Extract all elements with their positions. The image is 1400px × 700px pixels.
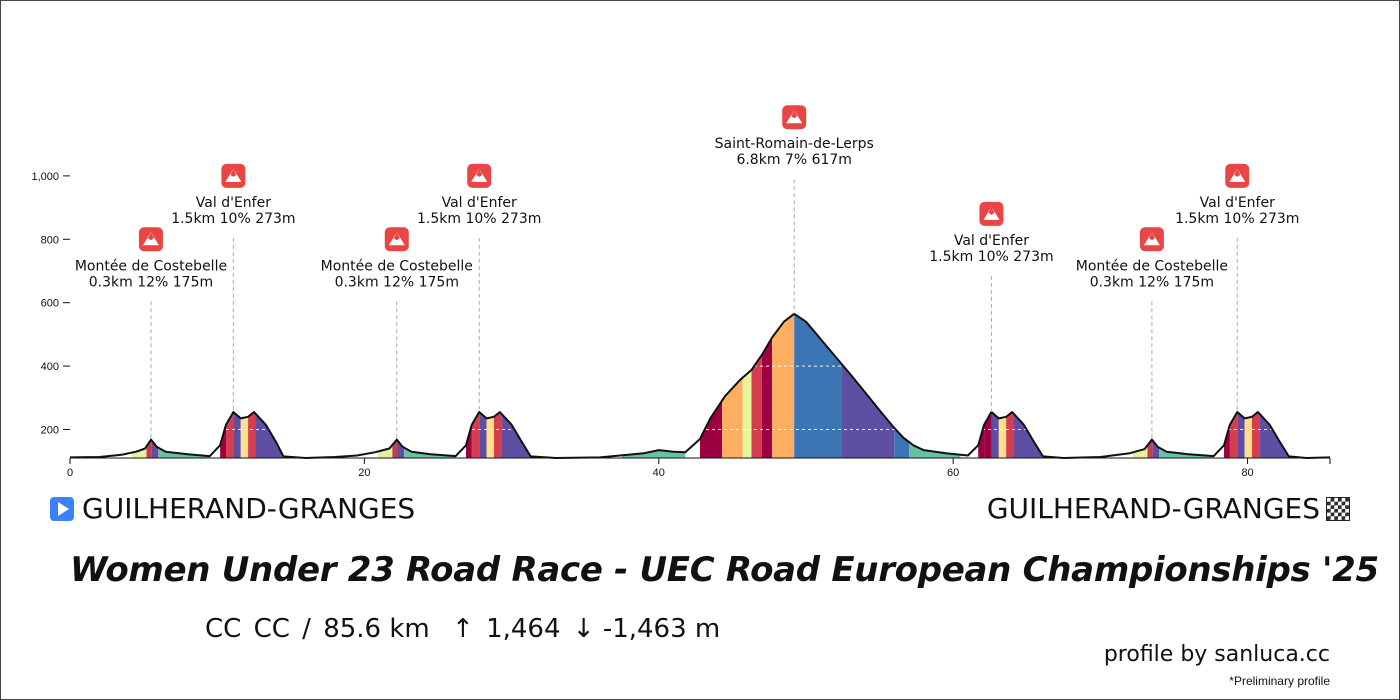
gradient-segment bbox=[621, 313, 686, 458]
y-tick-label: 800 bbox=[41, 234, 59, 246]
finish-place-name: GUILHERAND-GRANGES bbox=[986, 492, 1320, 525]
mountain-icon-snow bbox=[988, 206, 995, 215]
profile-outline-layer bbox=[69, 312, 1331, 459]
elevation-gain-arrow: ↑ bbox=[452, 614, 474, 644]
race-title: Women Under 23 Road Race - UEC Road Euro… bbox=[70, 550, 1379, 590]
mountain-icon-snow bbox=[393, 232, 400, 241]
gradient-segment bbox=[1224, 313, 1230, 458]
gradient-segment bbox=[794, 313, 842, 458]
climb-name: Val d'Enfer bbox=[442, 195, 517, 211]
climb-stats: 1.5km 10% 273m bbox=[929, 249, 1053, 265]
gradient-segment bbox=[894, 313, 910, 458]
preliminary-note: *Preliminary profile bbox=[1229, 674, 1330, 688]
gradient-segment bbox=[493, 313, 502, 458]
climb-name: Val d'Enfer bbox=[954, 233, 1029, 249]
gradient-segment bbox=[240, 313, 249, 458]
climb-stats: 6.8km 7% 617m bbox=[736, 152, 851, 168]
gradient-segment bbox=[1244, 313, 1252, 458]
x-tick-label: 20 bbox=[358, 467, 370, 479]
gradient-segment bbox=[1251, 313, 1260, 458]
gradient-segment bbox=[220, 313, 227, 458]
start-location: GUILHERAND-GRANGES bbox=[50, 492, 415, 525]
climb-stats: 1.5km 10% 273m bbox=[1175, 211, 1299, 227]
mountain-icon-snow bbox=[1148, 232, 1155, 241]
axes-layer: 0 20 40 60 80 200 400 600 800 1,000 bbox=[31, 171, 1331, 479]
gradient-segment bbox=[404, 313, 456, 458]
gradient-segment bbox=[158, 313, 210, 458]
y-tick-label: 200 bbox=[41, 424, 59, 436]
climb-stats: 1.5km 10% 273m bbox=[417, 211, 541, 227]
finish-location: GUILHERAND-GRANGES bbox=[987, 492, 1350, 525]
x-tick-label: 40 bbox=[653, 467, 665, 479]
climb-name: Montée de Costebelle bbox=[1076, 258, 1228, 274]
x-tick-label: 80 bbox=[1241, 467, 1253, 479]
climb-name: Val d'Enfer bbox=[1200, 195, 1275, 211]
climb-name: Montée de Costebelle bbox=[75, 258, 227, 274]
race-distance: 85.6 km bbox=[323, 614, 430, 644]
climb-name: Saint-Romain-de-Lerps bbox=[715, 136, 874, 152]
climb-name: Val d'Enfer bbox=[196, 195, 271, 211]
profile-credit: profile by sanluca.cc bbox=[1103, 642, 1330, 667]
mountain-icon-snow bbox=[476, 168, 483, 177]
mountain-icon-snow bbox=[147, 232, 154, 241]
gradient-segment bbox=[479, 313, 487, 458]
elevation-gain: 1,464 bbox=[486, 614, 561, 644]
start-place-name: GUILHERAND-GRANGES bbox=[82, 492, 416, 525]
elevation-loss-arrow: ↓ bbox=[572, 614, 595, 644]
elevation-loss: -1,463 m bbox=[602, 614, 721, 644]
gradient-segment bbox=[486, 313, 494, 458]
gradient-segment bbox=[465, 313, 472, 458]
climb-stats: 0.3km 12% 175m bbox=[89, 274, 213, 290]
climb-stats: 0.3km 12% 175m bbox=[1090, 274, 1214, 290]
gradient-segment bbox=[772, 313, 795, 458]
gradient-segment bbox=[909, 313, 961, 458]
x-tick-label: 0 bbox=[67, 467, 73, 479]
race-stats: CC CC / 85.6 km ↑ 1,464 ↓ -1,463 m bbox=[205, 614, 724, 644]
gradient-segment bbox=[233, 313, 241, 458]
mountain-icon-snow bbox=[230, 168, 237, 177]
elevation-line bbox=[69, 312, 1331, 459]
x-tick-label: 60 bbox=[947, 467, 959, 479]
climb-stats: 0.3km 12% 175m bbox=[335, 274, 459, 290]
elevation-profile-chart: 0 20 40 60 80 200 400 600 800 1,000 Montée de Cos… bbox=[31, 105, 1331, 479]
gradient-segment bbox=[1237, 313, 1245, 458]
gradient-segment bbox=[742, 313, 752, 458]
gradient-segment bbox=[248, 313, 256, 458]
gradient-segment bbox=[1159, 313, 1214, 458]
play-icon bbox=[50, 496, 74, 521]
checkered-flag-icon bbox=[1326, 496, 1350, 521]
climb-name: Montée de Costebelle bbox=[321, 258, 473, 274]
y-tick-label: 400 bbox=[41, 361, 59, 373]
climb-stats: 1.5km 10% 273m bbox=[171, 211, 295, 227]
gradient-segment bbox=[751, 313, 762, 458]
y-tick-label: 600 bbox=[41, 298, 59, 310]
gradient-segment bbox=[722, 313, 743, 458]
y-tick-label: 1,000 bbox=[31, 171, 59, 183]
mountain-icon-snow bbox=[1234, 168, 1241, 177]
gradient-segment bbox=[761, 313, 773, 458]
gradient-segment bbox=[700, 313, 723, 458]
stats-separator: / bbox=[302, 614, 311, 644]
mountain-icon-snow bbox=[791, 110, 798, 119]
category-b: CC bbox=[253, 614, 290, 644]
category-a: CC bbox=[205, 614, 242, 644]
